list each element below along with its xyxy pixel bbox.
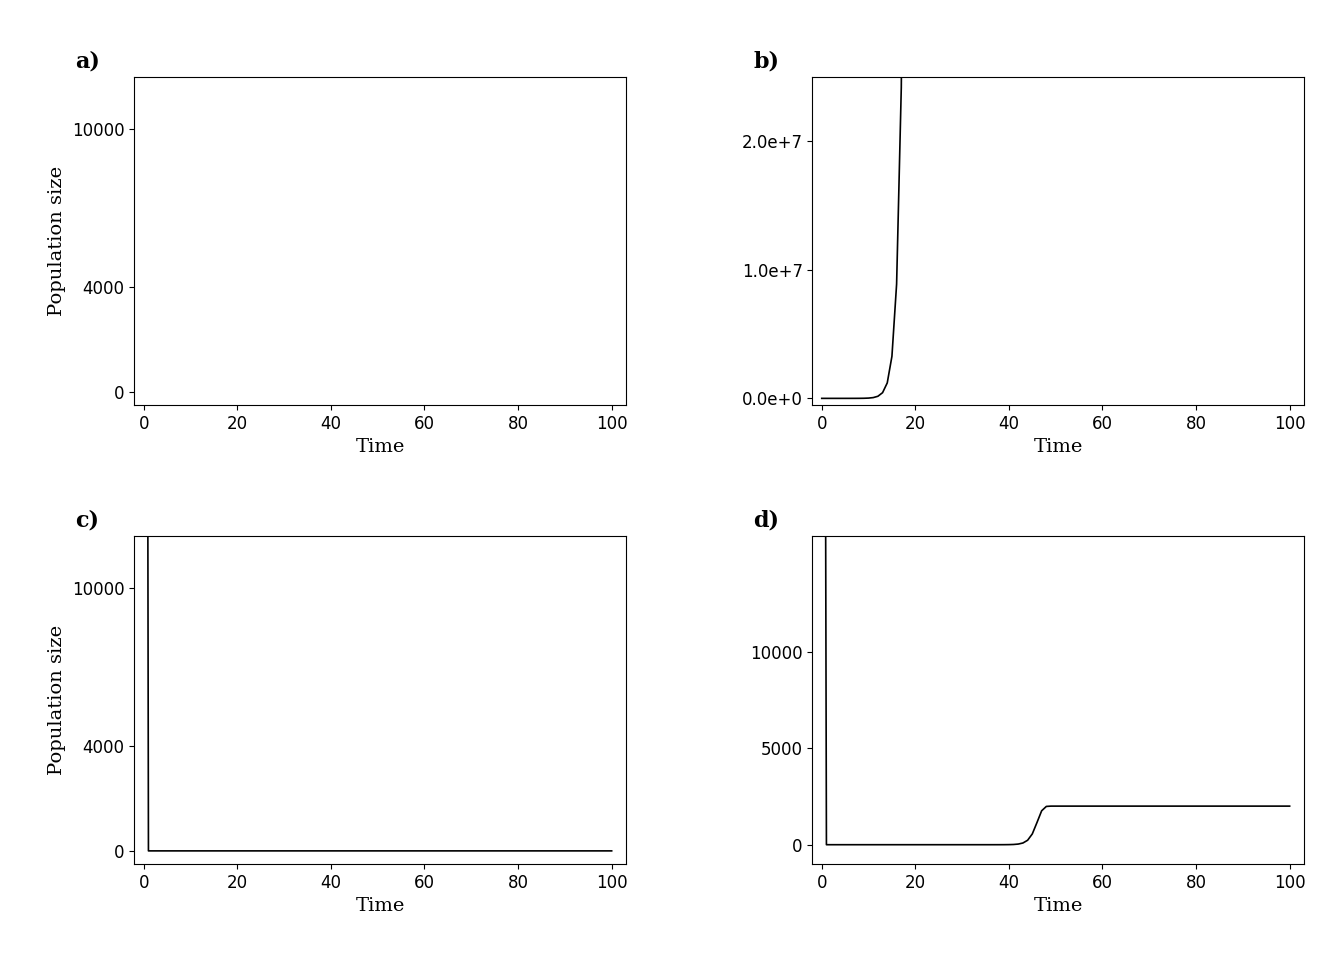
Text: c): c): [75, 510, 99, 532]
Text: d): d): [754, 510, 780, 532]
X-axis label: Time: Time: [355, 438, 405, 456]
Y-axis label: Population size: Population size: [48, 166, 66, 316]
Text: b): b): [754, 51, 780, 73]
X-axis label: Time: Time: [1034, 898, 1083, 915]
X-axis label: Time: Time: [1034, 438, 1083, 456]
X-axis label: Time: Time: [355, 898, 405, 915]
Y-axis label: Population size: Population size: [48, 625, 66, 775]
Text: a): a): [75, 51, 101, 73]
